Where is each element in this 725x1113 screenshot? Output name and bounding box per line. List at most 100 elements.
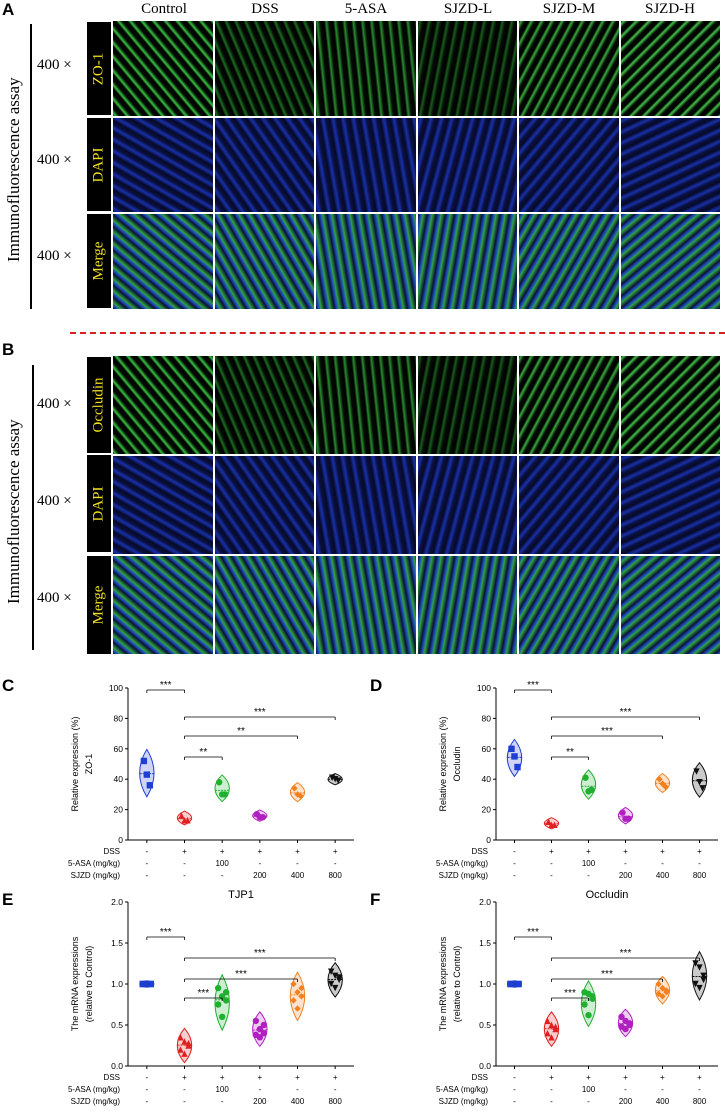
data-point [655,990,662,998]
treatment-value: + [333,847,338,856]
panel-a-stain-image-sjzd-l [416,20,518,117]
treatment-row-label: DSS [104,1073,120,1082]
treatment-value: - [183,871,186,880]
treatment-value: 400 [656,1097,670,1106]
panel-a-dapi-image-dss [213,116,315,213]
treatment-value: - [145,859,148,868]
data-point [256,1034,264,1041]
treatment-value: - [513,847,516,856]
panel-label-f: F [370,890,381,909]
significance-label: *** [197,988,209,999]
data-point [214,1001,222,1008]
panel-b-stain-image-sjzd-l [416,355,518,455]
data-point [700,972,707,979]
data-point [700,976,707,984]
treatment-value: 200 [619,1097,633,1106]
data-point [327,980,335,988]
panel-a-merge-image-sjzd-m [518,213,620,310]
panel-b-dapi-image-5asa [315,455,417,555]
y-tick-label: 20 [482,805,492,815]
treatment-value: + [257,1073,262,1082]
treatment-value: + [182,847,187,856]
treatment-value: + [623,847,628,856]
panel-b-stain-image-sjzd-h [619,355,721,455]
data-point [548,1021,555,1029]
treatment-value: 200 [253,1097,267,1106]
treatment-value: - [698,859,701,868]
data-point [515,980,522,988]
significance-label: *** [160,927,172,938]
data-point [696,984,703,992]
y-tick-label: 0.5 [111,1020,123,1030]
treatment-value: + [295,1073,300,1082]
treatment-value: - [183,1097,186,1106]
panel-a-merge-image-sjzd-l [416,213,518,310]
data-point [511,980,518,988]
panel-b-merge-image-sjzd-m [518,555,620,655]
data-point [222,989,230,996]
panel-a-dapi-image-5asa [315,116,417,213]
magnification-b-3: 400 × [37,590,72,606]
treatment-value: + [333,1073,338,1082]
treatment-value: - [624,859,627,868]
chart-e-tjp1-mrna: TJP1 0.0 0.5 1.0 1.5 2.0 The mRNA expressions (… [68,889,354,1106]
chart-title: TJP1 [228,889,254,901]
assay-bracket-a [30,24,32,309]
treatment-value: - [296,1085,299,1094]
col-head-control: Control [141,1,187,17]
y-tick-label: 40 [482,774,492,784]
data-point [699,785,706,792]
assay-title-a: Immunofluorescence assay [4,77,23,262]
y-axis-label: Relative expression (%) [70,716,80,811]
data-point [181,1038,188,1045]
significance-label: *** [620,707,632,718]
treatment-value: - [698,1085,701,1094]
treatment-value: 800 [328,871,342,880]
data-point [659,780,666,787]
panel-b-dapi-image-dss [213,455,315,555]
treatment-value: - [296,859,299,868]
treatment-row-label: DSS [104,847,120,856]
treatment-value: 100 [215,1085,229,1094]
treatment-value: 200 [253,871,267,880]
y-tick-label: 100 [477,683,491,693]
panel-a-dapi-image-sjzd-l [416,116,518,213]
y-tick-label: 1.5 [479,938,491,948]
treatment-value: + [697,1073,702,1082]
significance-label: *** [254,948,266,959]
data-point [214,984,222,992]
magnification-a-2: 400 × [37,152,72,168]
treatment-value: - [587,1097,590,1106]
treatment-value: - [661,859,664,868]
y-axis-label-2: Occludin [452,746,462,781]
treatment-value: - [145,1085,148,1094]
data-point [696,779,703,786]
significance-label: *** [527,680,539,691]
treatment-value: + [623,1073,628,1082]
data-point [544,1030,551,1037]
magnification-a-3: 400 × [37,248,72,264]
treatment-value: + [586,1073,591,1082]
panel-label-d: D [370,676,383,695]
y-tick-label: 0.5 [479,1020,491,1030]
col-head-dss: DSS [251,1,279,17]
y-tick-label: 60 [482,744,492,754]
data-point [335,974,343,981]
treatment-row-label: SJZD (mg/kg) [71,1097,121,1106]
treatment-value: + [660,847,665,856]
treatment-value: 400 [656,871,670,880]
y-tick-label: 40 [114,774,124,784]
treatment-value: - [587,871,590,880]
y-axis-label-2: (relative to Control) [452,946,462,1023]
panel-a-stain-image-sjzd-m [518,20,620,117]
treatment-value: + [220,1073,225,1082]
y-tick-label: 100 [109,683,123,693]
data-point [626,1020,633,1027]
treatment-value: - [334,1085,337,1094]
data-point [622,1025,629,1033]
panel-a-stain-image-5asa [315,20,417,117]
row-label-merge-b: Merge [87,556,111,654]
chart-c-zo1-protein: 0 20 40 60 80 100 Relative expression (%) ZO-1 *… [68,680,354,880]
treatment-value: - [513,859,516,868]
significance-label: ** [566,747,574,758]
